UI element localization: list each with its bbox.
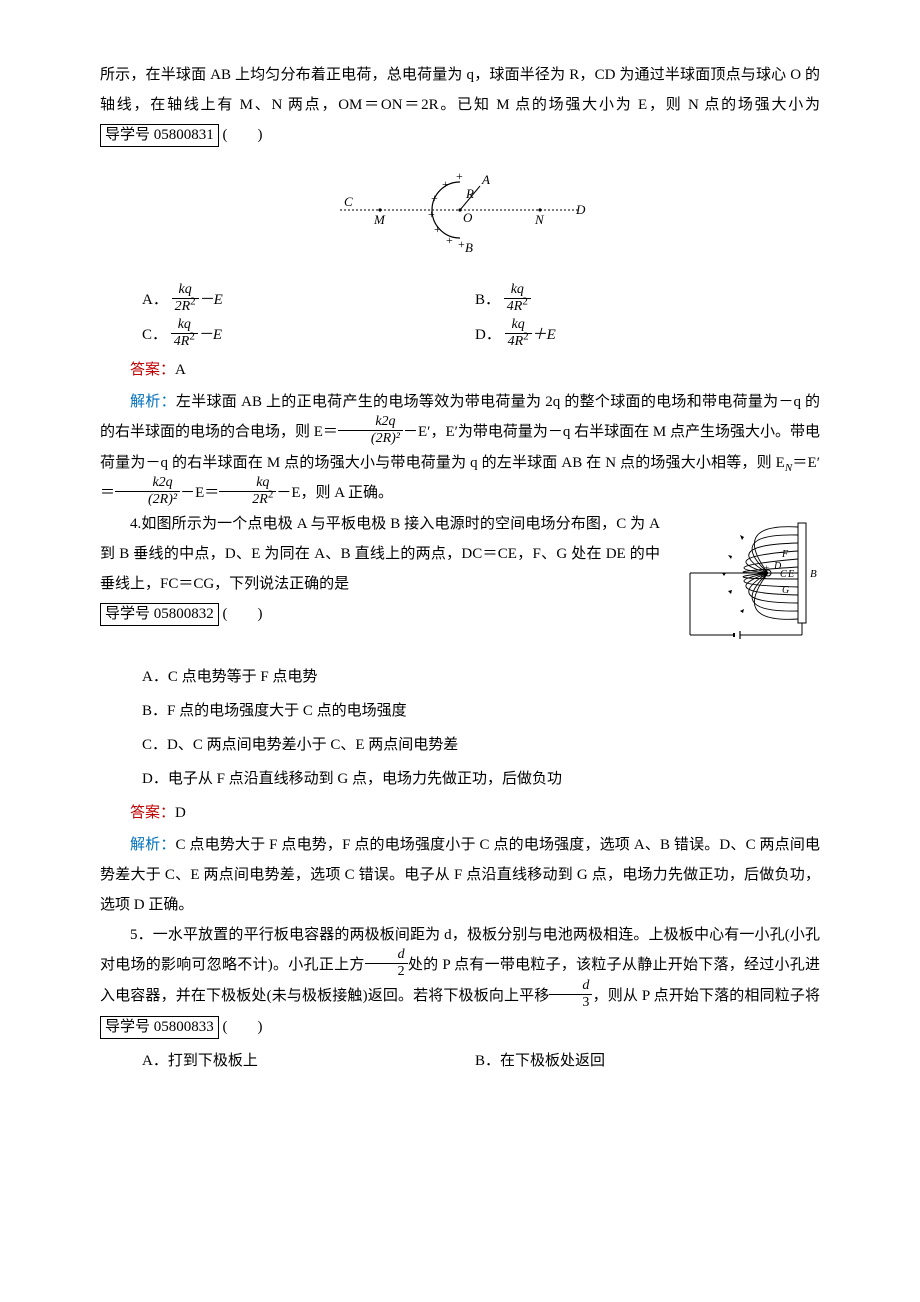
q4-explain-label: 解析： — [130, 837, 176, 853]
q3-diagram: + + + + + + + A B C D M N O R — [100, 160, 820, 271]
q3-explain-frac1: k2q(2R)² — [338, 415, 403, 446]
q4-option-d: D．电子从 F 点沿直线移动到 G 点，电场力先做正功，后做负功 — [100, 764, 820, 794]
svg-text:+: + — [434, 222, 441, 236]
svg-text:F: F — [781, 549, 789, 560]
q3-tag-box: 导学号 05800831 — [100, 124, 219, 147]
svg-text:+: + — [442, 177, 449, 191]
q3-answer-label: 答案： — [130, 362, 175, 378]
q5-options-row: A．打到下极板上 B．在下极板处返回 — [100, 1046, 820, 1076]
q3-options-row-2: C． kq 4R2 －E D． kq 4R2 ＋E — [100, 320, 820, 351]
svg-text:R: R — [465, 186, 474, 201]
q4-tag-box: 导学号 05800832 — [100, 603, 219, 626]
svg-text:A: A — [481, 172, 490, 187]
svg-text:+: + — [458, 237, 465, 251]
q5-tag-box: 导学号 05800833 — [100, 1016, 219, 1039]
q3-explain-5: －E，则 A 正确。 — [276, 485, 393, 501]
svg-text:M: M — [373, 212, 386, 227]
q3-explanation: 解析：左半球面 AB 上的正电荷产生的电场等效为带电荷量为 2q 的整个球面的电… — [100, 387, 820, 509]
q5-frac2: d3 — [549, 979, 592, 1010]
svg-text:D: D — [575, 202, 586, 217]
q4-answer: 答案：D — [100, 798, 820, 828]
q3-B-label: B． — [475, 292, 500, 308]
q3-stem-text: 所示，在半球面 AB 上均匀分布着正电荷，总电荷量为 q，球面半径为 R，CD … — [100, 67, 820, 113]
q3-A-label: A． — [142, 292, 168, 308]
q3-answer-value: A — [175, 362, 186, 378]
svg-text:O: O — [463, 210, 473, 225]
q4-diagram: + — [670, 513, 820, 654]
q3-option-c: C． kq 4R2 －E — [100, 320, 460, 351]
q3-A-frac: kq 2R2 — [172, 283, 199, 314]
q3-B-frac: kq 4R2 — [504, 283, 531, 314]
q3-options-row-1: A． kq 2R2 －E B． kq 4R2 — [100, 285, 820, 316]
q3-answer: 答案：A — [100, 355, 820, 385]
svg-text:B: B — [465, 240, 473, 255]
q3-option-b: B． kq 4R2 — [460, 285, 820, 316]
q5-stem-3: ，则从 P 点开始下落的相同粒子将 — [592, 988, 820, 1004]
q3-C-frac: kq 4R2 — [171, 318, 198, 349]
q3-option-a: A． kq 2R2 －E — [100, 285, 460, 316]
q4-block: + — [100, 509, 820, 658]
svg-text:B: B — [810, 568, 817, 580]
q4-answer-label: 答案： — [130, 805, 175, 821]
q5-option-b: B．在下极板处返回 — [460, 1046, 820, 1076]
q3-explain-frac3: kq2R2 — [219, 476, 276, 507]
q4-explain-text: C 点电势大于 F 点电势，F 点的电场强度小于 C 点的电场强度，选项 A、B… — [100, 837, 820, 913]
svg-text:E: E — [787, 569, 794, 580]
q5-option-a: A．打到下极板上 — [100, 1046, 460, 1076]
svg-text:+: + — [446, 233, 453, 247]
q4-answer-value: D — [175, 805, 186, 821]
q3-explain-frac2: k2q(2R)² — [115, 476, 180, 507]
q4-stem-text: 4.如图所示为一个点电极 A 与平板电极 B 接入电源时的空间电场分布图，C 为… — [100, 516, 660, 592]
q3-blank: ( ) — [223, 127, 263, 143]
svg-text:+: + — [456, 169, 463, 183]
q5-blank: ( ) — [223, 1019, 263, 1035]
q4-explanation: 解析：C 点电势大于 F 点电势，F 点的电场强度小于 C 点的电场强度，选项 … — [100, 830, 820, 920]
svg-text:C: C — [780, 569, 787, 580]
q3-explain-4: －E＝ — [180, 485, 219, 501]
svg-text:+: + — [431, 191, 438, 205]
q5-frac1: d2 — [365, 948, 408, 979]
hemisphere-diagram-svg: + + + + + + + A B C D M N O R — [330, 160, 590, 260]
svg-text:C: C — [344, 194, 353, 209]
q4-blank: ( ) — [223, 606, 263, 622]
field-lines-svg: + — [670, 513, 820, 643]
q3-option-d: D． kq 4R2 ＋E — [460, 320, 820, 351]
q4-option-c: C．D、C 两点间电势差小于 C、E 两点间电势差 — [100, 730, 820, 760]
svg-text:+: + — [428, 207, 435, 221]
q3-C-label: C． — [142, 327, 167, 343]
svg-text:N: N — [534, 212, 545, 227]
q3-D-frac: kq 4R2 — [505, 318, 532, 349]
q4-option-a: A．C 点电势等于 F 点电势 — [100, 662, 820, 692]
svg-text:G: G — [782, 585, 789, 596]
q3-D-label: D． — [475, 327, 501, 343]
q5-stem: 5．一水平放置的平行板电容器的两极板间距为 d，极板分别与电池两极相连。上极板中… — [100, 920, 820, 1042]
q3-stem: 所示，在半球面 AB 上均匀分布着正电荷，总电荷量为 q，球面半径为 R，CD … — [100, 60, 820, 150]
q3-explain-label: 解析： — [130, 394, 176, 410]
q4-option-b: B．F 点的电场强度大于 C 点的电场强度 — [100, 696, 820, 726]
